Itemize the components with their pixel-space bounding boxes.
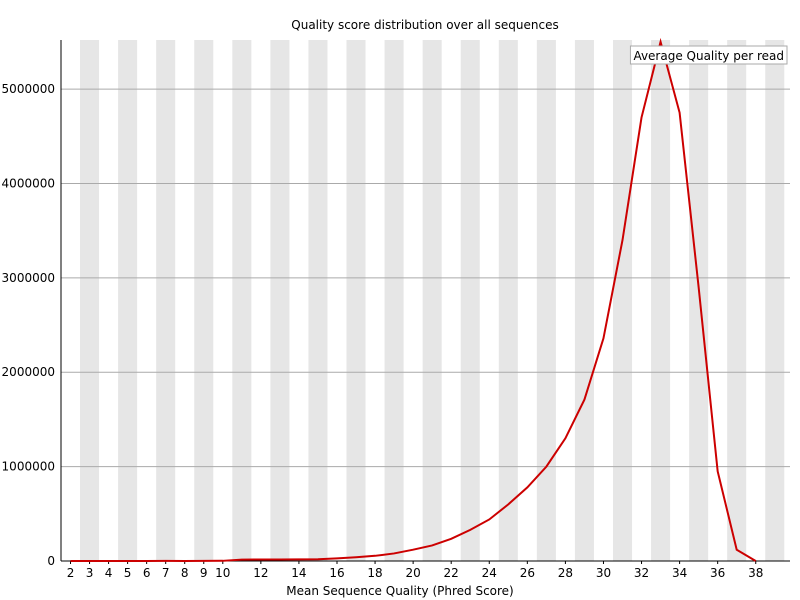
x-tick-label: 18 [367, 566, 382, 580]
x-tick-label: 36 [710, 566, 725, 580]
band [498, 40, 518, 561]
legend-box [629, 45, 788, 65]
x-tick-label: 14 [291, 566, 306, 580]
y-tick-label: 1000000 [2, 460, 55, 474]
y-tick-label: 0 [47, 554, 55, 568]
x-tick-label: 5 [124, 566, 132, 580]
band [232, 40, 252, 561]
x-axis-label: Mean Sequence Quality (Phred Score) [286, 584, 514, 598]
y-tick-label: 5000000 [2, 82, 55, 96]
x-tick-label: 34 [672, 566, 687, 580]
band [118, 40, 138, 561]
x-tick-label: 12 [253, 566, 268, 580]
x-tick-label: 26 [520, 566, 535, 580]
y-tick-label: 4000000 [2, 176, 55, 190]
band [574, 40, 594, 561]
band [612, 40, 633, 561]
legend: Average Quality per read [629, 45, 788, 65]
x-tick-label: 8 [181, 566, 189, 580]
band [80, 40, 100, 561]
band [422, 40, 442, 561]
band [651, 40, 671, 561]
x-tick-label: 24 [482, 566, 497, 580]
x-tick-label: 20 [405, 566, 420, 580]
x-tick-label: 32 [634, 566, 649, 580]
band [536, 40, 556, 561]
x-tick-label: 22 [444, 566, 459, 580]
x-tick-label: 3 [86, 566, 94, 580]
x-tick-label: 10 [215, 566, 230, 580]
band [194, 40, 214, 561]
band [460, 40, 480, 561]
band [270, 40, 290, 561]
band [689, 40, 709, 561]
data-line [70, 37, 757, 563]
band [765, 40, 785, 561]
y-tick-label: 3000000 [2, 271, 55, 285]
legend-label: Average Quality per read [633, 49, 784, 63]
band [346, 40, 366, 561]
x-tick-label: 9 [200, 566, 208, 580]
band [156, 40, 176, 561]
x-tick-label: 28 [558, 566, 573, 580]
band [727, 40, 747, 561]
x-tick-label: 16 [329, 566, 344, 580]
x-tick-label: 7 [162, 566, 170, 580]
x-tick-label: 2 [67, 566, 75, 580]
x-tick-label: 4 [105, 566, 113, 580]
chart-title: Quality score distribution over all sequ… [291, 18, 558, 32]
x-tick-label: 38 [748, 566, 763, 580]
x-tick-label: 6 [143, 566, 151, 580]
y-tick-label: 2000000 [2, 365, 55, 379]
x-tick-label: 30 [596, 566, 611, 580]
band [384, 40, 404, 561]
band [308, 40, 328, 561]
